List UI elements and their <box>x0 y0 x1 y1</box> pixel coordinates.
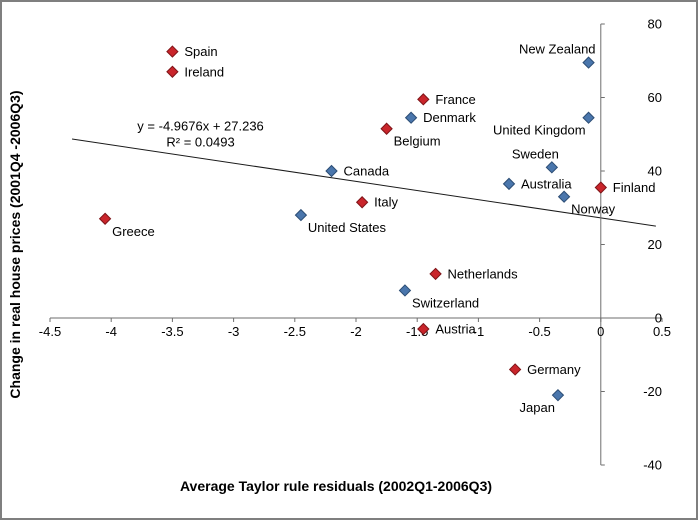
trendline-r-squared: R² = 0.0493 <box>166 135 234 150</box>
x-tick-label: -1 <box>473 324 485 339</box>
y-tick-label: 40 <box>648 164 662 179</box>
point-label-netherlands: Netherlands <box>448 266 519 281</box>
y-axis-title: Change in real house prices (2001Q4 -200… <box>7 90 23 398</box>
y-tick-label: 80 <box>648 17 662 32</box>
point-label-norway: Norway <box>571 202 616 217</box>
x-tick-label: -3.5 <box>161 324 183 339</box>
x-tick-label: -4 <box>105 324 117 339</box>
data-point-new-zealand <box>582 56 595 69</box>
point-label-new-zealand: New Zealand <box>519 42 596 57</box>
x-tick-label: -0.5 <box>528 324 550 339</box>
y-tick-label: 20 <box>648 237 662 252</box>
data-point-denmark <box>404 111 418 124</box>
data-point-united-states <box>294 208 308 222</box>
data-point-greece <box>98 212 112 225</box>
data-point-canada <box>325 164 338 178</box>
data-point-spain <box>166 45 179 58</box>
data-point-norway <box>557 190 571 203</box>
point-label-australia: Australia <box>521 176 572 191</box>
data-point-italy <box>355 196 369 209</box>
point-label-finland: Finland <box>613 180 656 195</box>
data-point-ireland <box>166 65 179 78</box>
point-label-canada: Canada <box>344 164 390 179</box>
data-point-austria <box>417 322 430 336</box>
data-point-switzerland <box>398 284 412 297</box>
x-tick-label: -4.5 <box>39 324 61 339</box>
data-point-united-kingdom <box>582 111 595 124</box>
x-axis-title: Average Taylor rule residuals (2002Q1-20… <box>180 478 492 494</box>
point-label-united-states: United States <box>308 220 387 235</box>
point-label-greece: Greece <box>112 224 155 239</box>
data-point-japan <box>551 388 565 402</box>
point-label-sweden: Sweden <box>512 146 559 161</box>
point-label-ireland: Ireland <box>184 64 224 79</box>
point-label-spain: Spain <box>184 44 217 59</box>
x-tick-label: 0 <box>597 324 604 339</box>
data-point-sweden <box>545 161 559 174</box>
data-point-netherlands <box>429 267 442 281</box>
y-tick-label: 0 <box>655 311 662 326</box>
x-tick-label: -2.5 <box>284 324 306 339</box>
y-tick-label: -40 <box>643 458 662 473</box>
x-tick-label: -2 <box>350 324 362 339</box>
x-tick-label: 0.5 <box>653 324 671 339</box>
trendline-equation: y = -4.9676x + 27.236 <box>137 119 263 134</box>
data-point-finland <box>594 181 608 194</box>
point-label-switzerland: Switzerland <box>412 295 479 310</box>
point-label-united-kingdom: United Kingdom <box>493 123 586 138</box>
point-label-germany: Germany <box>527 362 581 377</box>
point-label-italy: Italy <box>374 195 398 210</box>
point-label-japan: Japan <box>520 400 555 415</box>
trendline <box>71 138 656 227</box>
point-label-france: France <box>435 92 475 107</box>
data-point-australia <box>502 177 516 191</box>
data-point-belgium <box>380 122 393 135</box>
data-point-france <box>417 93 430 106</box>
y-tick-label: 60 <box>648 90 662 105</box>
point-label-austria: Austria <box>435 322 476 337</box>
x-tick-label: -3 <box>228 324 240 339</box>
y-tick-label: -20 <box>643 384 662 399</box>
point-label-belgium: Belgium <box>394 134 441 149</box>
point-label-denmark: Denmark <box>423 110 476 125</box>
data-point-germany <box>508 363 522 376</box>
